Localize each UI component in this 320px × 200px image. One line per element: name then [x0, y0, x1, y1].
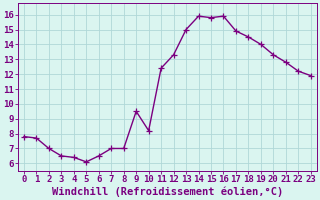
X-axis label: Windchill (Refroidissement éolien,°C): Windchill (Refroidissement éolien,°C) [52, 187, 283, 197]
